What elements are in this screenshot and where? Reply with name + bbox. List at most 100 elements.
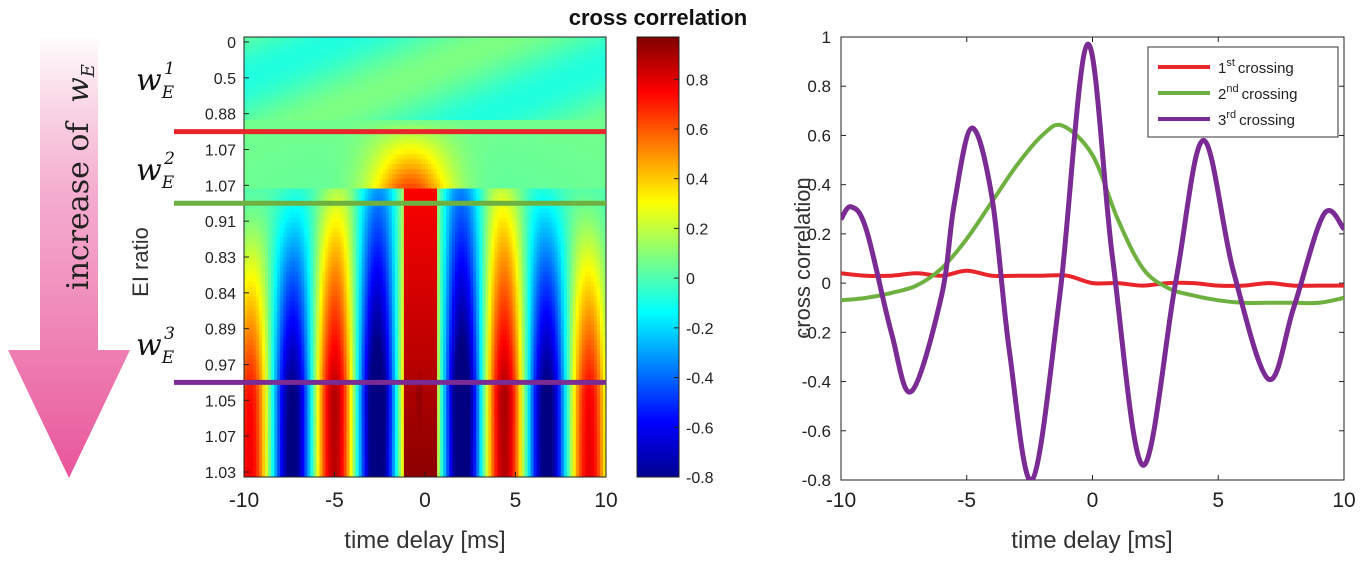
heatmap-cell xyxy=(283,169,287,175)
heatmap-cell xyxy=(524,139,529,146)
heatmap-cell xyxy=(406,237,411,243)
heatmap-cell xyxy=(358,188,363,195)
heatmap-cell xyxy=(397,213,402,219)
heatmap-cell xyxy=(328,193,333,199)
heatmap-cell xyxy=(431,159,435,165)
arrow-subscript: E xyxy=(78,64,99,78)
heatmap-cell xyxy=(530,213,535,219)
heatmap-cell xyxy=(443,154,447,160)
heatmap-cell xyxy=(256,71,260,77)
heatmap-cell xyxy=(473,100,477,107)
heatmap-cell xyxy=(274,100,278,107)
heatmap-cell xyxy=(361,41,366,48)
heatmap-cell xyxy=(434,46,438,53)
heatmap-cell xyxy=(394,227,399,234)
heatmap-cell xyxy=(352,120,357,126)
heatmap-cell xyxy=(548,217,553,224)
heatmap-cell xyxy=(385,81,390,87)
heatmap-cell xyxy=(253,178,257,185)
heatmap-cell xyxy=(280,213,284,219)
heatmap-cell xyxy=(434,61,438,67)
heatmap-cell xyxy=(452,173,456,180)
heatmap-cell xyxy=(467,37,471,43)
heatmap-cell xyxy=(250,76,254,82)
heatmap-cell xyxy=(334,95,339,102)
heatmap-cell xyxy=(364,222,369,229)
heatmap-cell xyxy=(485,139,489,146)
heatmap-cell xyxy=(319,105,324,111)
heatmap-cell xyxy=(443,110,447,116)
heatmap-cell xyxy=(425,149,429,155)
heatmap-cell xyxy=(301,164,305,170)
heatmap-cell xyxy=(388,134,393,141)
heatmap-cell xyxy=(515,178,520,185)
heatmap-cell xyxy=(349,90,354,97)
heatmap-cell xyxy=(349,85,354,92)
heatmap-cell xyxy=(391,144,396,151)
heatmap-cell xyxy=(268,173,272,180)
heatmap-cell xyxy=(244,237,248,243)
heatmap-cell xyxy=(554,173,559,180)
heatmap-cell xyxy=(298,90,302,97)
heatmap-cell xyxy=(304,120,308,126)
heatmap-cell xyxy=(382,154,387,160)
heatmap-cell xyxy=(340,81,345,87)
heatmap-cell xyxy=(244,81,248,87)
heatmap-cell xyxy=(554,125,559,131)
heatmap-cell xyxy=(431,100,435,107)
heatmap-cell xyxy=(376,193,381,199)
heatmap-cell xyxy=(418,61,423,67)
heatmap-cell xyxy=(244,178,248,185)
heatmap-cell xyxy=(593,105,598,111)
heatmap-cell xyxy=(301,237,305,243)
heatmap-cell xyxy=(536,51,541,58)
heatmap-cell xyxy=(431,120,435,126)
heatmap-cell xyxy=(551,110,556,116)
heatmap-cell xyxy=(283,90,287,97)
heatmap-cell xyxy=(455,203,459,209)
heatmap-cell xyxy=(533,188,538,195)
heatmap-cell xyxy=(253,208,257,214)
heatmap-cell xyxy=(467,51,471,58)
heatmap-cell xyxy=(518,100,523,107)
heatmap-cell xyxy=(536,193,541,199)
heatmap-cell xyxy=(467,110,471,116)
heatmap-cell xyxy=(259,183,263,190)
heatmap-cell xyxy=(500,105,505,111)
heatmap-cell xyxy=(316,105,321,111)
heatmap-cell xyxy=(265,208,269,214)
heatmap-cell xyxy=(539,188,544,195)
heatmap-cell xyxy=(385,203,390,209)
heatmap-cell xyxy=(509,105,514,111)
heatmap-cell xyxy=(497,232,502,239)
heatmap-cell xyxy=(322,110,327,116)
heatmap-cell xyxy=(500,208,505,214)
heatmap-cell xyxy=(364,51,369,58)
heatmap-cell xyxy=(313,178,317,185)
heatmap-cell xyxy=(283,71,287,77)
heatmap-cell xyxy=(268,125,272,131)
heatmap-cell xyxy=(355,159,360,165)
heatmap-cell xyxy=(388,95,393,102)
heatmap-cell xyxy=(259,120,263,126)
heatmap-cell xyxy=(578,85,583,92)
heatmap-cell xyxy=(301,139,305,146)
heatmap-cell xyxy=(584,227,589,234)
heatmap-cell xyxy=(319,208,324,214)
heatmap-cell xyxy=(388,85,393,92)
heatmap-cell xyxy=(470,85,474,92)
heatmap-cell xyxy=(310,237,314,243)
heatmap-cell xyxy=(265,237,269,243)
heatmap-cell xyxy=(455,188,459,195)
heatmap-cell xyxy=(346,213,351,219)
heatmap-cell xyxy=(593,154,598,160)
heatmap-cell xyxy=(485,183,489,190)
heatmap-cell xyxy=(518,208,523,214)
heatmap-cell xyxy=(560,37,565,43)
heatmap-cell xyxy=(403,149,408,155)
heatmap-cell xyxy=(575,41,580,48)
heatmap-cell xyxy=(440,159,444,165)
heatmap-cell xyxy=(334,51,339,58)
heatmap-cell xyxy=(382,110,387,116)
heatmap-cell xyxy=(566,61,571,67)
